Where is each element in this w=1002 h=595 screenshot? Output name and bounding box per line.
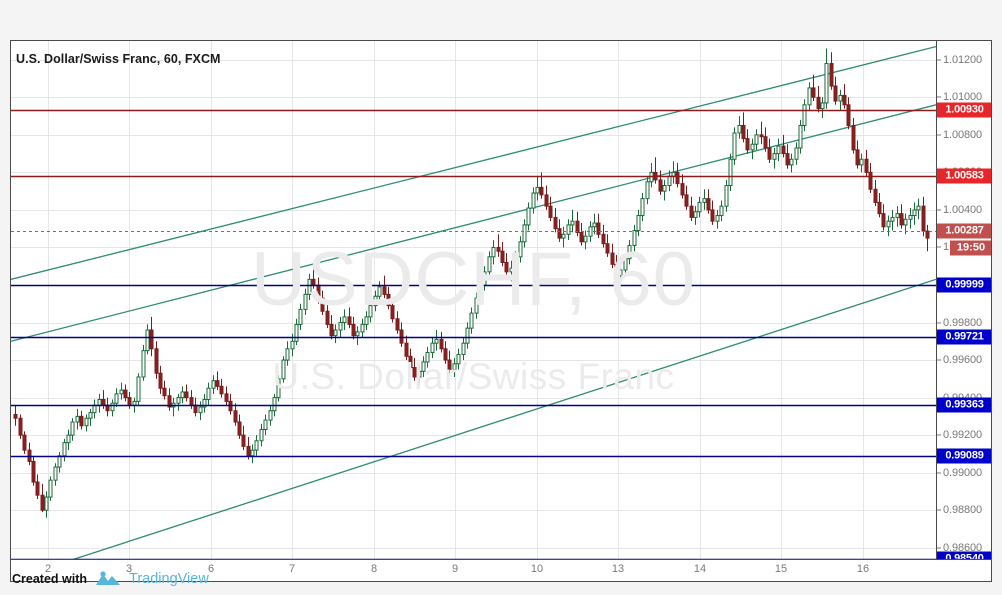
price-axis-label: 1.00800: [943, 128, 983, 141]
price-badge-current-price[interactable]: 1.00287: [937, 223, 991, 239]
time-axis-label: 10: [530, 563, 544, 575]
price-tick-dash: [937, 59, 941, 61]
time-axis-label: 13: [611, 563, 625, 575]
price-tick-dash: [937, 96, 941, 98]
price-tick-dash: [937, 134, 941, 136]
current-time-badge[interactable]: 19:50: [950, 240, 991, 256]
price-axis-label: 0.99600: [943, 354, 983, 367]
price-tick-dash: [937, 434, 941, 436]
time-axis-label: 16: [856, 563, 870, 575]
time-axis-label: 15: [774, 563, 788, 575]
chart-footer: Created with TradingView: [12, 568, 209, 590]
time-axis-label: 7: [288, 563, 296, 575]
price-axis-label: 1.00400: [943, 203, 983, 216]
price-badge-support-3[interactable]: 0.99363: [937, 397, 991, 413]
price-tick-dash: [937, 246, 941, 248]
created-with-label: Created with: [12, 572, 88, 586]
time-axis-label: 9: [451, 563, 459, 575]
price-tick-dash: [937, 547, 941, 549]
time-axis-label: 8: [370, 563, 378, 575]
price-axis-label: 0.99200: [943, 429, 983, 442]
time-axis-label: 14: [693, 563, 707, 575]
price-tick-dash: [937, 209, 941, 211]
chart-plot-area[interactable]: USDCHF, 60 U.S. Dollar/Swiss Franc: [11, 41, 936, 559]
tradingview-mountain-icon: [96, 571, 121, 585]
time-scale[interactable]: 2 3 6 7 8 9 10 13 14 15 16: [10, 560, 992, 582]
price-badge-resistance-2[interactable]: 1.00583: [937, 168, 991, 184]
time-axis-label: 6: [207, 563, 215, 575]
price-scale[interactable]: 1.012001.010001.008001.006001.004001.002…: [936, 41, 991, 559]
price-badge-support-5[interactable]: 0.98540: [937, 551, 991, 559]
price-badge-support-4[interactable]: 0.99089: [937, 448, 991, 464]
price-axis-label: 0.99000: [943, 466, 983, 479]
price-badge-resistance-1[interactable]: 1.00930: [937, 102, 991, 118]
price-badge-support-1[interactable]: 0.99999: [937, 277, 991, 293]
price-axis-label: 1.01200: [943, 53, 983, 66]
tradingview-brand-label: TradingView: [129, 571, 209, 587]
time-axis-label: 3: [125, 563, 133, 575]
price-tick-dash: [937, 322, 941, 324]
price-axis-label: 0.98600: [943, 541, 983, 554]
candlestick-series-svg: [11, 41, 936, 559]
chart-frame: USDCHF, 60 U.S. Dollar/Swiss Franc 1.012…: [10, 40, 992, 560]
price-axis-label: 1.01000: [943, 91, 983, 104]
chart-title: U.S. Dollar/Swiss Franc, 60, FXCM: [16, 52, 221, 66]
price-axis-label: 0.98800: [943, 504, 983, 517]
price-badge-support-2[interactable]: 0.99721: [937, 329, 991, 345]
time-axis-label: 2: [44, 563, 52, 575]
price-tick-dash: [937, 472, 941, 474]
price-tick-dash: [937, 509, 941, 511]
price-tick-dash: [937, 359, 941, 361]
price-axis-label: 0.99800: [943, 316, 983, 329]
